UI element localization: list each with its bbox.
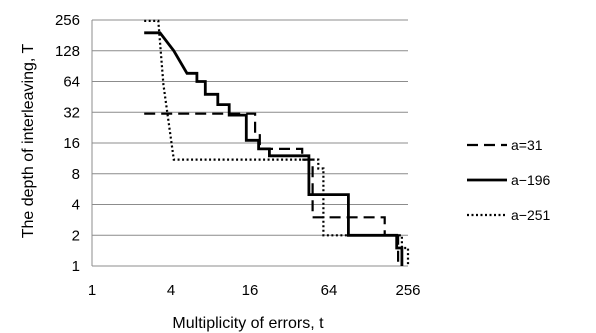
series-group	[144, 19, 410, 266]
y-tick-label: 4	[72, 197, 80, 214]
legend-label: a=31	[511, 137, 543, 153]
x-tick-label: 16	[242, 282, 259, 299]
y-tick-labels: 1 2 4 8 16 32 64 128 256	[55, 12, 80, 275]
y-tick-label: 1	[72, 258, 80, 275]
y-tick-label: 16	[63, 135, 80, 152]
y-tick-label: 2	[72, 227, 80, 244]
y-tick-label: 256	[55, 12, 80, 29]
y-tick-label: 8	[72, 166, 80, 183]
x-tick-label: 256	[395, 282, 420, 299]
x-axis-title: Multiplicity of errors, t	[172, 315, 324, 332]
y-tick-label: 32	[63, 104, 80, 121]
y-axis-title: The depth of interleaving, T	[20, 44, 37, 239]
x-tick-label: 4	[167, 282, 175, 299]
x-tick-label: 1	[88, 282, 96, 299]
series-line	[144, 31, 404, 266]
y-tick-label: 128	[55, 43, 80, 60]
legend: a=31 a−196 a−251	[467, 137, 551, 223]
legend-label: a−196	[511, 172, 551, 188]
legend-label: a−251	[511, 207, 551, 223]
y-tick-label: 64	[63, 74, 80, 91]
series-line	[144, 112, 400, 266]
grid	[91, 19, 408, 267]
x-tick-labels: 1 4 16 64 256	[88, 282, 421, 299]
x-tick-label: 64	[321, 282, 338, 299]
